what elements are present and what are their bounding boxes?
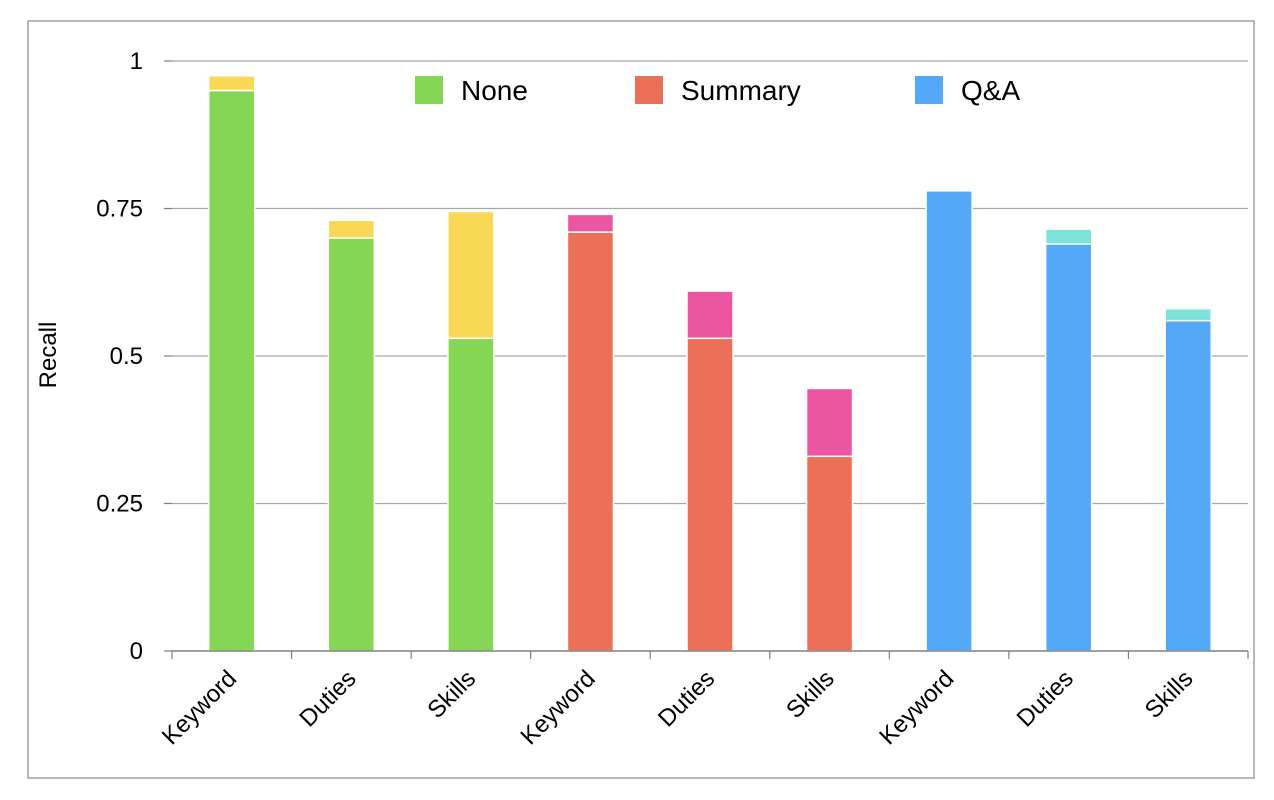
bar-8 xyxy=(1164,308,1212,652)
y-tick-label: 1 xyxy=(130,48,143,75)
bar-segment-top xyxy=(925,188,973,192)
y-tick-label: 0 xyxy=(130,638,143,665)
bars xyxy=(208,75,1212,652)
bar-segment-base xyxy=(208,89,256,652)
y-axis-label: Recall xyxy=(35,322,62,389)
bar-1 xyxy=(327,219,376,652)
bar-7 xyxy=(1044,228,1093,652)
legend-swatch xyxy=(915,76,943,104)
legend-swatch xyxy=(635,76,663,104)
bar-segment-top xyxy=(1164,308,1212,322)
bar-segment-top xyxy=(1044,228,1093,245)
bar-segment-base xyxy=(686,337,734,652)
legend-label: Q&A xyxy=(961,75,1020,106)
bar-4 xyxy=(686,290,734,652)
bar-segment-base xyxy=(805,455,854,652)
legend: None Summary Q&A xyxy=(415,75,1020,106)
legend-item: None xyxy=(415,75,528,106)
bar-segment-top xyxy=(686,290,734,340)
bar-segment-base xyxy=(327,237,376,652)
bar-3 xyxy=(566,213,615,652)
bar-segment-base xyxy=(447,337,495,652)
bar-segment-top xyxy=(566,213,615,233)
legend-label: Summary xyxy=(681,75,801,106)
bar-segment-top xyxy=(208,75,256,92)
x-axis xyxy=(171,650,1249,659)
bar-segment-base xyxy=(1044,243,1093,652)
legend-item: Summary xyxy=(635,75,801,106)
y-axis-ticks: 0 0.25 0.5 0.75 1 xyxy=(96,48,172,665)
bar-5 xyxy=(805,387,854,652)
y-tick-label: 0.25 xyxy=(96,491,143,518)
bar-segment-top xyxy=(447,210,495,340)
bar-segment-base xyxy=(1164,319,1212,652)
bar-segment-base xyxy=(925,190,973,652)
bar-segment-base xyxy=(566,231,615,652)
bar-2 xyxy=(447,210,495,652)
bar-6 xyxy=(925,188,973,652)
legend-swatch xyxy=(415,76,443,104)
legend-item: Q&A xyxy=(915,75,1020,106)
y-tick-label: 0.5 xyxy=(110,343,143,370)
y-tick-label: 0.75 xyxy=(96,196,143,223)
bar-segment-top xyxy=(327,219,376,239)
bar-segment-top xyxy=(805,387,854,458)
bar-0 xyxy=(208,75,256,652)
legend-label: None xyxy=(461,75,528,106)
